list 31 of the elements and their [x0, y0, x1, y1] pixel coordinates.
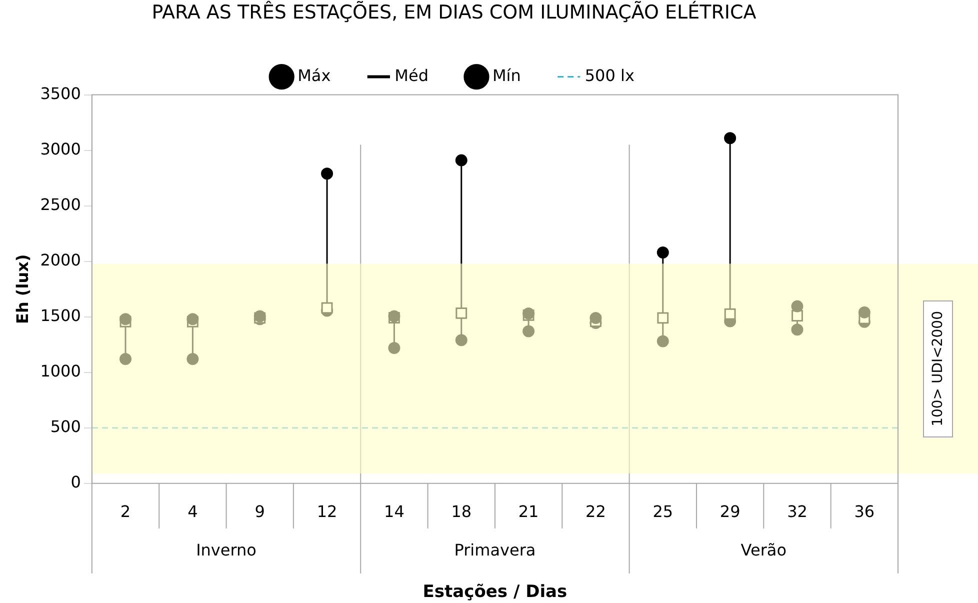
x-tick-label: 32 — [787, 502, 808, 522]
y-tick-label: 500 — [50, 417, 81, 436]
text: Primavera — [454, 540, 536, 560]
x-tick-label: 12 — [316, 502, 338, 522]
x-tick-label: 14 — [384, 502, 404, 522]
band-label: 100> UDI<2000 — [923, 300, 953, 438]
text: Verão — [740, 540, 787, 560]
x-tick-label: 4 — [188, 502, 198, 522]
y-tick-label: 3500 — [40, 84, 81, 103]
legend-label: Mín — [492, 66, 521, 85]
y-tick-label: 2500 — [40, 194, 81, 214]
x-tick-label: 9 — [254, 502, 265, 522]
x-axis-title: Estações / Dias — [422, 582, 568, 602]
y-tick-label: 1500 — [40, 306, 81, 326]
y-axis-title: Eh (lux) — [12, 254, 32, 324]
y-tick-label: 3000 — [40, 139, 81, 158]
y-tick-label: 0 — [70, 472, 81, 492]
x-tick-label: 21 — [518, 502, 539, 522]
legend-label: 500 lx — [584, 66, 634, 85]
x-tick-label: 2 — [120, 502, 131, 522]
y-tick-label: 2000 — [40, 250, 81, 270]
chart-title: PARA AS TRÊS ESTAÇÕES, EM DIAS COM ILUMINAÇÃO ELÉTRICA — [152, 0, 756, 24]
x-tick-label: 22 — [586, 502, 606, 522]
legend-label: Méd — [394, 66, 428, 85]
x-tick-label: 29 — [720, 502, 740, 522]
x-tick-label: 36 — [854, 502, 875, 522]
legend-label: Máx — [298, 66, 331, 85]
y-tick-label: 1000 — [40, 362, 81, 381]
text: Inverno — [196, 540, 256, 560]
x-tick-label: 18 — [451, 502, 472, 522]
x-tick-label: 25 — [652, 502, 674, 522]
